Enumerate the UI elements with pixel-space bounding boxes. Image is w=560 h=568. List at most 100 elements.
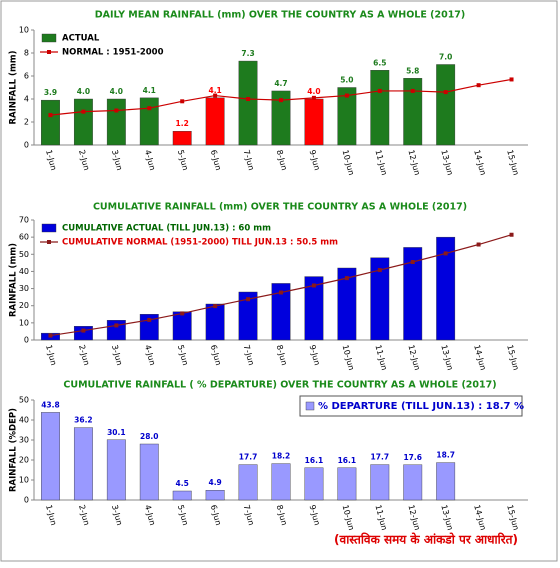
line-marker [147, 317, 152, 322]
bar [436, 462, 456, 501]
line-marker [246, 97, 251, 101]
y-tick-label: 40 [19, 416, 29, 425]
bar [172, 130, 192, 146]
line-marker [410, 260, 415, 264]
footnote: (वास्तविक समय के आंकडो पर आधारित) [334, 533, 518, 547]
value-label: 6.5 [373, 58, 386, 67]
bar [106, 320, 126, 341]
bar [41, 99, 60, 146]
bar [73, 427, 93, 501]
y-tick-label: 10 [19, 476, 29, 485]
bar [403, 78, 423, 146]
y-tick-label: 10 [19, 26, 29, 35]
y-tick-label: 0 [24, 336, 29, 345]
line-marker [311, 283, 316, 288]
bar [370, 257, 390, 341]
line-marker [443, 90, 448, 95]
line-marker [443, 251, 448, 256]
bar [370, 464, 390, 501]
value-label: 1.2 [176, 119, 189, 128]
y-tick-label: 40 [19, 267, 29, 276]
bar [403, 247, 423, 341]
value-label: 30.1 [107, 428, 126, 437]
line-marker [81, 328, 86, 333]
y-tick-label: 6 [24, 72, 29, 81]
line-marker [147, 106, 152, 111]
value-label: 7.0 [439, 53, 452, 62]
value-label: 4.0 [110, 87, 123, 96]
legend-swatch [41, 223, 57, 233]
y-tick-label: 70 [19, 216, 29, 225]
value-label: 16.1 [305, 456, 324, 465]
bar [337, 267, 357, 341]
bar [172, 490, 192, 501]
line-marker [279, 98, 283, 103]
y-tick-label: 2 [24, 118, 29, 127]
line-marker [48, 333, 53, 338]
bar [403, 464, 423, 501]
y-tick-label: 20 [19, 456, 29, 465]
line-marker [180, 311, 185, 316]
line-marker [114, 323, 119, 328]
bar [106, 98, 126, 146]
line-marker [246, 297, 251, 302]
line-marker [410, 88, 415, 93]
line-marker [344, 93, 349, 98]
bar [271, 90, 291, 146]
bar [73, 326, 93, 341]
legend-label: ACTUAL [62, 34, 100, 44]
value-label: 16.1 [338, 456, 357, 465]
line-marker [476, 242, 481, 247]
bar [436, 236, 456, 341]
line-marker [279, 290, 283, 295]
line-marker [509, 232, 514, 237]
value-label: 17.7 [239, 453, 258, 462]
bar [172, 311, 192, 341]
bar [238, 60, 258, 146]
chart-title: DAILY MEAN RAINFALL (mm) OVER THE COUNTR… [95, 10, 466, 21]
bar [238, 291, 258, 341]
chart-title: CUMULATIVE RAINFALL ( % DEPARTURE) OVER … [63, 380, 496, 391]
value-label: 36.2 [74, 416, 93, 425]
line-marker [48, 113, 53, 118]
bar [139, 443, 159, 501]
line-marker [509, 77, 514, 82]
y-axis-title: RAINFALL (mm) [9, 243, 19, 317]
y-tick-label: 4 [24, 95, 29, 104]
bar [304, 467, 324, 501]
y-axis-title: RAINFALL (%DEP) [9, 408, 19, 492]
bar [106, 439, 126, 501]
value-label: 5.8 [406, 66, 419, 75]
line-marker [213, 304, 218, 309]
value-label: 4.9 [208, 478, 221, 487]
y-tick-label: 30 [19, 436, 29, 445]
legend-box [299, 395, 523, 417]
bar [271, 283, 291, 341]
bar [370, 70, 390, 146]
value-label: 4.0 [307, 87, 320, 96]
legend-label: CUMULATIVE NORMAL (1951-2000) TILL JUN.1… [62, 238, 338, 248]
value-label: 43.8 [41, 400, 60, 409]
bar [41, 412, 60, 501]
bar [271, 463, 291, 501]
line-marker [377, 268, 382, 273]
y-tick-label: 0 [24, 496, 29, 505]
bar [436, 64, 456, 146]
bar [304, 98, 324, 146]
legend-label: NORMAL : 1951-2000 [62, 48, 164, 58]
line-marker [377, 88, 382, 93]
y-tick-label: 50 [19, 396, 29, 405]
value-label: 5.0 [340, 76, 353, 85]
line-marker [311, 95, 316, 100]
legend-swatch [41, 33, 57, 43]
bar [304, 276, 324, 341]
value-label: 18.7 [436, 451, 455, 460]
line-marker [114, 108, 119, 113]
line-marker [344, 276, 349, 281]
y-axis-title: RAINFALL (mm) [9, 50, 19, 124]
legend-label: CUMULATIVE ACTUAL (TILL JUN.13) : 60 mm [62, 224, 271, 234]
bar [337, 87, 357, 146]
value-label: 28.0 [140, 432, 159, 441]
value-label: 4.1 [208, 86, 221, 95]
